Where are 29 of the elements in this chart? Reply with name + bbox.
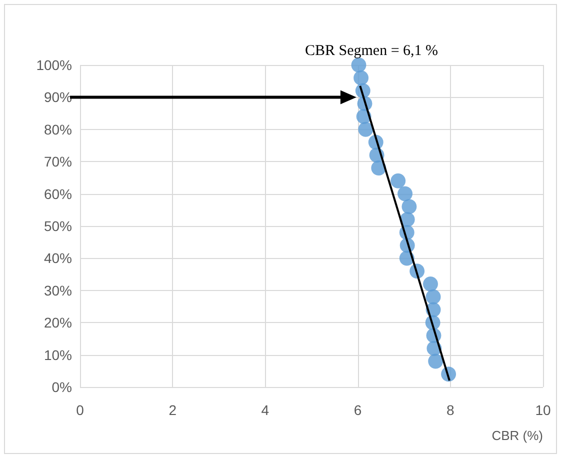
point: [351, 58, 366, 72]
y-tick-label: 70%: [44, 154, 72, 170]
point: [402, 199, 417, 214]
x-tick-label: 2: [168, 402, 177, 418]
x-tick-label: 4: [261, 402, 270, 418]
y-tick-label: 10%: [44, 346, 72, 363]
x-tick-label: 10: [535, 402, 551, 418]
x-tick-label: 0: [76, 402, 84, 418]
x-axis-title: CBR (%): [492, 428, 543, 443]
y-tick-label: 60%: [44, 186, 72, 202]
y-tick-label: 20%: [44, 314, 72, 331]
point: [390, 173, 406, 188]
point: [371, 160, 386, 176]
y-tick-label: 100%: [36, 57, 72, 73]
y-tick-label: 90%: [44, 89, 72, 106]
x-tick-label: 6: [354, 402, 362, 418]
x-tick-label: 8: [446, 402, 454, 418]
y-tick-label: 40%: [44, 250, 72, 266]
annotation: CBR Segmen = 6,1 %: [304, 43, 438, 60]
y-tick-label: 50%: [44, 218, 72, 234]
point: [358, 122, 374, 137]
y-tick-label: 0%: [52, 379, 72, 395]
y-tick-label: 30%: [44, 282, 72, 298]
y-tick-label: 80%: [44, 121, 72, 138]
point: [428, 354, 444, 369]
point: [423, 276, 438, 292]
point: [354, 70, 369, 86]
point: [398, 186, 413, 202]
point: [426, 289, 441, 304]
